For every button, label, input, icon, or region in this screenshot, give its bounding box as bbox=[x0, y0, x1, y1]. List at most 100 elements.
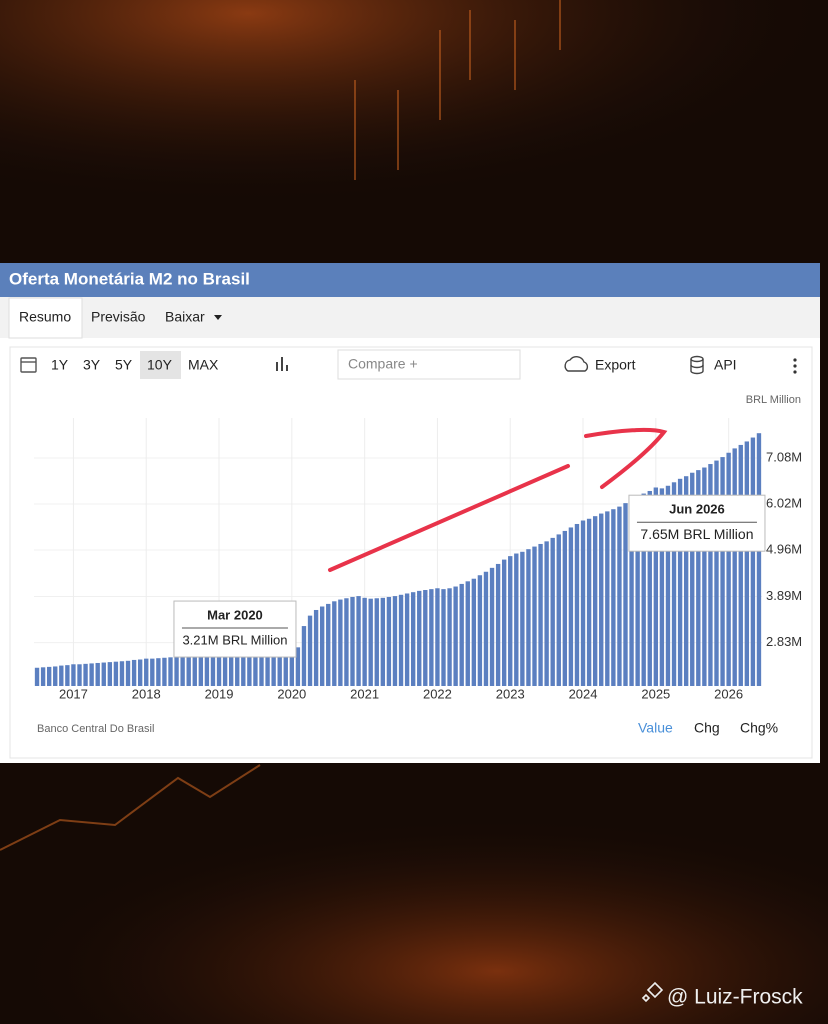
api-button[interactable]: API bbox=[714, 357, 737, 373]
tooltip-title: Jun 2026 bbox=[669, 502, 725, 517]
bar bbox=[186, 656, 191, 686]
bar bbox=[708, 464, 713, 686]
watermark: @ Luiz-Frosck bbox=[667, 986, 803, 1009]
range-button[interactable]: 1Y bbox=[51, 357, 69, 373]
x-tick-label: 2025 bbox=[641, 686, 670, 701]
bar bbox=[65, 665, 70, 686]
bar bbox=[283, 649, 288, 686]
bar bbox=[592, 516, 598, 686]
bar bbox=[259, 650, 264, 686]
bar bbox=[40, 667, 46, 686]
x-tick-label: 2017 bbox=[59, 686, 88, 701]
bar bbox=[690, 472, 695, 686]
chart-type-icon[interactable] bbox=[276, 357, 288, 371]
bar bbox=[459, 583, 464, 686]
bar bbox=[441, 589, 446, 686]
bar bbox=[46, 666, 52, 686]
bar bbox=[677, 478, 683, 686]
bar bbox=[71, 664, 76, 686]
more-icon[interactable] bbox=[793, 358, 797, 374]
unit-label: BRL Million bbox=[746, 394, 801, 406]
bar bbox=[374, 598, 379, 686]
bar bbox=[586, 518, 592, 686]
range-button[interactable]: MAX bbox=[188, 357, 219, 373]
source-label: Banco Central Do Brasil bbox=[37, 723, 154, 735]
bar bbox=[53, 666, 58, 686]
range-button[interactable]: 10Y bbox=[147, 357, 173, 373]
tab-active bbox=[8, 297, 83, 339]
calendar-icon[interactable] bbox=[20, 357, 37, 373]
tab[interactable]: Resumo bbox=[19, 309, 71, 325]
plot: 2.83M 3.89M 4.96M 6.02M 7.08M 2017 2018 2019 202… bbox=[34, 418, 802, 701]
bar bbox=[289, 649, 295, 686]
range-button[interactable]: 3Y bbox=[83, 357, 101, 373]
bar bbox=[665, 485, 671, 686]
bar bbox=[398, 594, 404, 686]
bar bbox=[222, 653, 228, 686]
compare-placeholder: Compare + bbox=[348, 356, 418, 372]
bar bbox=[756, 433, 762, 686]
y-tick-label: 2.83M bbox=[766, 634, 802, 649]
hand-drawn-arrow bbox=[328, 464, 570, 572]
export-button[interactable]: Export bbox=[595, 357, 636, 373]
bar bbox=[417, 590, 422, 686]
bar bbox=[526, 549, 531, 686]
x-tick-label: 2021 bbox=[350, 686, 379, 701]
bar bbox=[113, 661, 119, 686]
bar bbox=[714, 460, 719, 686]
bar bbox=[501, 559, 507, 686]
bar bbox=[380, 597, 386, 686]
api-icon[interactable] bbox=[690, 355, 704, 375]
tooltip-title: Mar 2020 bbox=[207, 607, 263, 622]
card-header bbox=[0, 263, 820, 297]
tab-bar bbox=[0, 297, 820, 338]
bar bbox=[247, 651, 252, 686]
compare-input[interactable] bbox=[337, 349, 521, 380]
bar bbox=[556, 534, 561, 686]
bar bbox=[356, 596, 361, 686]
tab[interactable]: Previsão bbox=[91, 309, 146, 325]
bar bbox=[671, 482, 677, 686]
bar bbox=[228, 652, 234, 686]
x-tick-label: 2026 bbox=[714, 686, 743, 701]
range-active bbox=[140, 351, 181, 379]
bar bbox=[720, 457, 725, 686]
mode-button[interactable]: Chg% bbox=[740, 720, 778, 736]
bar bbox=[271, 649, 276, 686]
mode-button[interactable]: Chg bbox=[694, 720, 720, 736]
bar bbox=[83, 663, 88, 686]
bar bbox=[265, 650, 270, 686]
bar bbox=[617, 506, 622, 686]
y-tick-label: 6.02M bbox=[766, 495, 802, 510]
tooltip-value: 7.65M BRL Million bbox=[640, 526, 753, 542]
bar bbox=[295, 647, 301, 686]
bar bbox=[514, 553, 519, 686]
bar bbox=[659, 488, 665, 686]
bar bbox=[210, 653, 216, 686]
bar bbox=[738, 444, 743, 686]
bar bbox=[119, 661, 125, 686]
bar bbox=[605, 511, 610, 686]
bar bbox=[483, 571, 489, 686]
bar bbox=[34, 667, 40, 686]
bar bbox=[392, 596, 398, 686]
x-tick-label: 2019 bbox=[205, 686, 234, 701]
bar bbox=[131, 659, 137, 686]
mode-button[interactable]: Value bbox=[638, 720, 673, 736]
bar bbox=[89, 663, 94, 686]
bar bbox=[350, 596, 355, 686]
bar bbox=[744, 441, 750, 686]
range-button[interactable]: 5Y bbox=[115, 357, 133, 373]
x-tick-label: 2020 bbox=[277, 686, 306, 701]
export-icon[interactable] bbox=[564, 356, 589, 372]
bar bbox=[362, 597, 367, 686]
bar bbox=[277, 649, 282, 686]
bar bbox=[465, 581, 470, 686]
tab[interactable]: Baixar bbox=[165, 309, 205, 325]
bar bbox=[156, 658, 161, 686]
bar bbox=[423, 590, 428, 686]
decor-line bbox=[0, 764, 261, 851]
bar bbox=[344, 598, 349, 686]
tooltip-box bbox=[173, 600, 297, 658]
bar bbox=[144, 658, 149, 686]
